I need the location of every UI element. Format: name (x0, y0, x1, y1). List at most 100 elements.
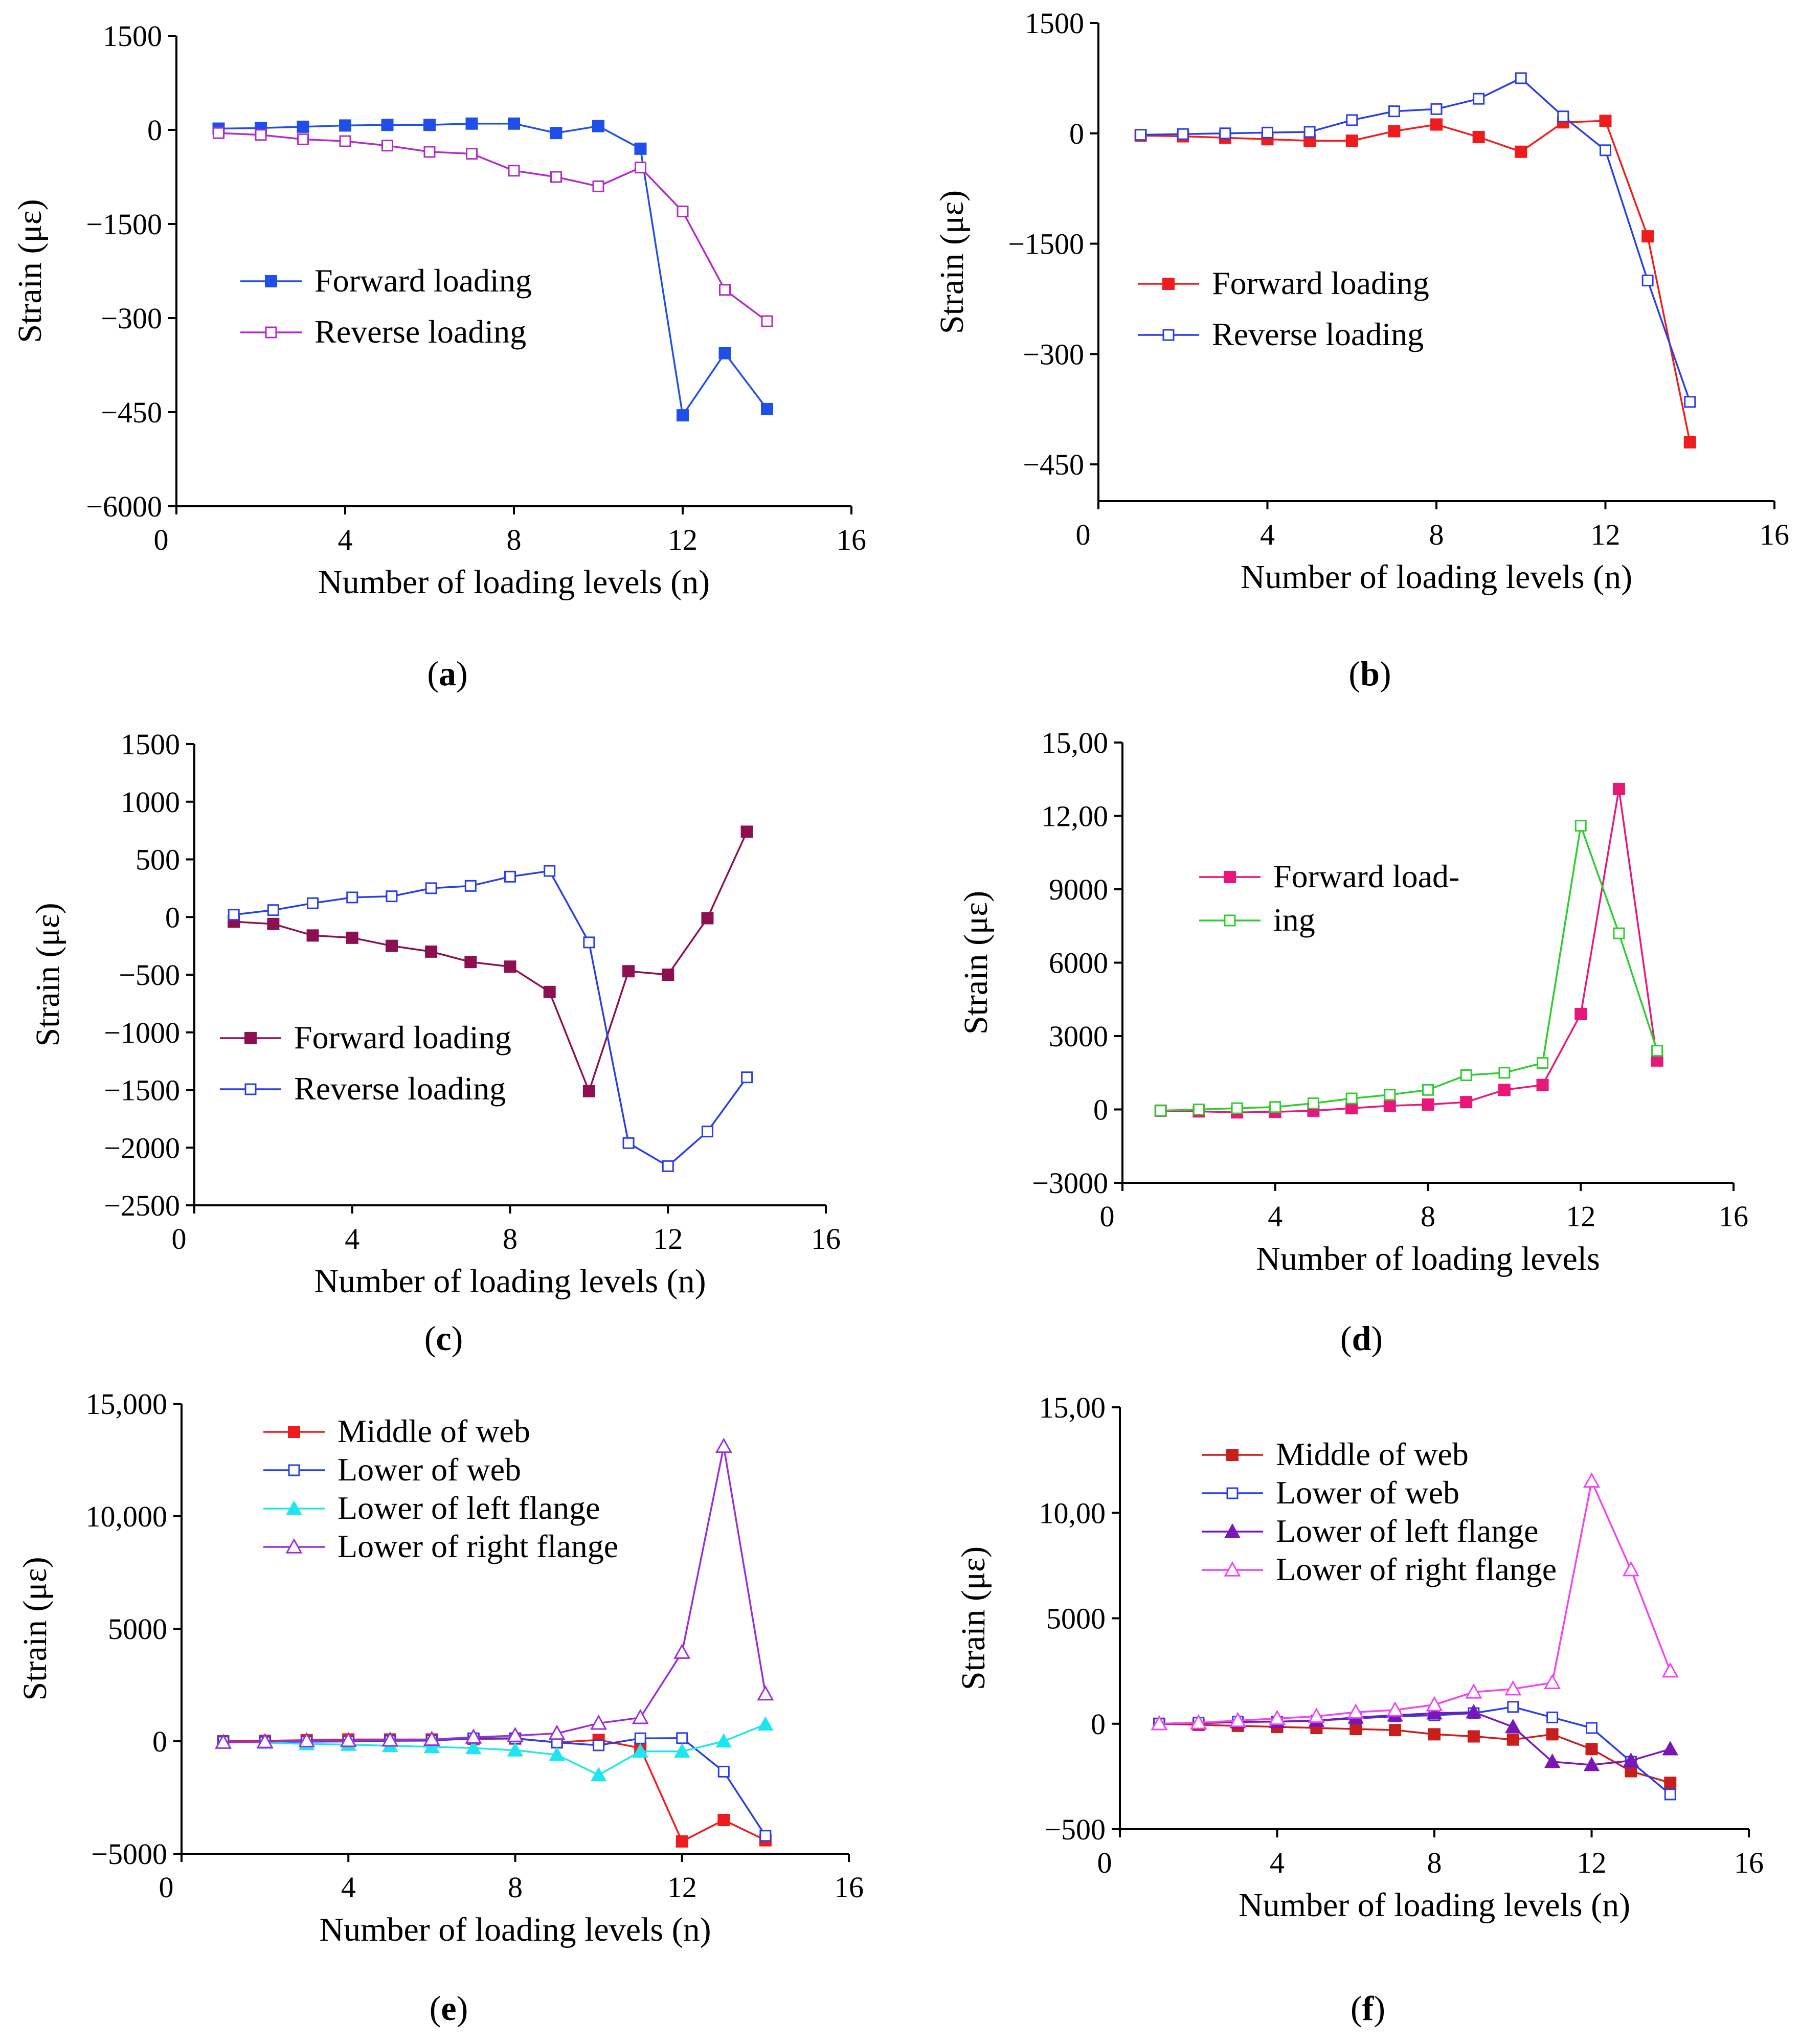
y-tick-label: −1500 (104, 1074, 180, 1107)
data-point (1544, 1753, 1561, 1768)
data-point (339, 119, 351, 132)
legend-label: Forward loading (294, 1019, 511, 1055)
data-point (507, 1742, 524, 1757)
panel-caption: (c) (424, 1319, 463, 1358)
data-point (1303, 126, 1316, 138)
y-tick-label: −1000 (104, 1016, 180, 1049)
data-point (1574, 820, 1587, 832)
x-tick-label: 16 (811, 1222, 841, 1255)
series-line-2 (1160, 825, 1658, 1112)
caption-letter: a (439, 654, 456, 693)
legend-label: Lower of right flange (1276, 1551, 1557, 1587)
data-point (1544, 1674, 1561, 1690)
data-point (423, 119, 436, 131)
data-point (632, 1709, 649, 1724)
chart-panel-a: 0 4 8 12 16 1500 0 −1500 −300 −450 −6000 Number of … (11, 19, 866, 693)
panel-caption: (f) (1351, 1989, 1385, 2028)
x-tick-label: 16 (1760, 518, 1789, 551)
data-point (1504, 1680, 1522, 1696)
data-point (1537, 1057, 1549, 1069)
data-point (761, 315, 773, 327)
x-tick-label: 16 (834, 1871, 864, 1904)
x-axis-label: Number of loading levels (n) (1239, 1886, 1630, 1924)
data-point (662, 1160, 674, 1172)
legend-label: Reverse loading (294, 1070, 506, 1107)
series-line-1 (218, 122, 768, 418)
y-tick-label: 500 (136, 843, 180, 877)
x-tick-label: 8 (508, 1871, 523, 1904)
data-point (1345, 1092, 1358, 1105)
data-point (1466, 1704, 1482, 1719)
series-line-2 (233, 870, 748, 1167)
y-tick-label: 15,000 (86, 1387, 168, 1421)
data-point (465, 1740, 482, 1755)
data-point (677, 409, 689, 422)
legend-marker (288, 1426, 300, 1438)
caption-close: ) (452, 1319, 463, 1358)
data-point (1661, 1662, 1679, 1678)
data-point (1388, 125, 1401, 138)
data-point (1269, 1101, 1281, 1113)
data-point (1229, 1712, 1247, 1727)
y-tick-label: 0 (165, 901, 180, 934)
data-point (676, 1732, 688, 1744)
y-tick-label: −450 (1023, 448, 1084, 481)
data-point (425, 882, 437, 894)
x-tick-label: 16 (1734, 1846, 1764, 1879)
data-point (1612, 782, 1625, 795)
x-tick-label: 0 (1100, 1200, 1115, 1233)
caption-open: ( (1340, 1319, 1352, 1358)
data-point (215, 1734, 232, 1749)
legend-label: Lower of left flange (1276, 1513, 1539, 1549)
data-point (1613, 927, 1625, 939)
x-tick-label: 12 (667, 1871, 697, 1904)
data-point (662, 969, 674, 981)
x-tick-label: 8 (507, 523, 522, 556)
series-line-2 (1140, 77, 1691, 402)
data-point (1574, 1007, 1587, 1020)
caption-close: ) (1374, 1989, 1385, 2028)
legend-marker (1162, 329, 1175, 341)
x-axis-label: Number of loading levels (n) (319, 1911, 711, 1948)
data-point (423, 1738, 440, 1754)
caption-close: ) (1371, 1319, 1383, 1358)
data-point (466, 148, 478, 160)
caption-letter: d (1352, 1319, 1371, 1358)
data-point (1347, 1703, 1364, 1719)
x-tick-label: 12 (1577, 1846, 1607, 1879)
x-tick-label: 8 (1427, 1846, 1442, 1879)
data-point (1641, 230, 1654, 243)
y-axis-label: Strain (με) (29, 903, 66, 1046)
data-point (1349, 1723, 1362, 1736)
y-tick-label: 0 (1093, 1093, 1108, 1127)
legend-label: Middle of web (1276, 1436, 1469, 1472)
data-point (1498, 1067, 1511, 1079)
x-tick-label: 0 (1076, 518, 1091, 551)
data-point (741, 1071, 753, 1084)
data-point (339, 135, 351, 147)
data-point (297, 133, 309, 145)
data-point (715, 1733, 732, 1748)
y-tick-label: −2500 (104, 1189, 180, 1222)
data-point (719, 284, 731, 296)
data-point (256, 1733, 274, 1748)
y-tick-label: −1500 (1008, 228, 1084, 261)
legend-marker (285, 1538, 303, 1554)
data-point (1345, 134, 1358, 147)
data-point (1664, 1777, 1677, 1789)
data-point (1473, 93, 1485, 105)
chart-panel-c: 0 4 8 12 16 1500 1000 500 0 −500 −1000 −1500 −2000 −2… (29, 728, 841, 1358)
legend-label: Middle of web (338, 1413, 530, 1449)
data-point (1190, 1714, 1207, 1729)
data-point (213, 127, 224, 139)
data-point (757, 1685, 774, 1701)
panel-caption: (a) (427, 654, 467, 693)
y-tick-label: −450 (101, 396, 162, 429)
data-point (1426, 1696, 1443, 1712)
data-point (423, 146, 436, 158)
data-point (1546, 1728, 1559, 1741)
data-point (1155, 1105, 1167, 1117)
legend-marker (288, 1464, 300, 1476)
data-point (622, 965, 635, 978)
